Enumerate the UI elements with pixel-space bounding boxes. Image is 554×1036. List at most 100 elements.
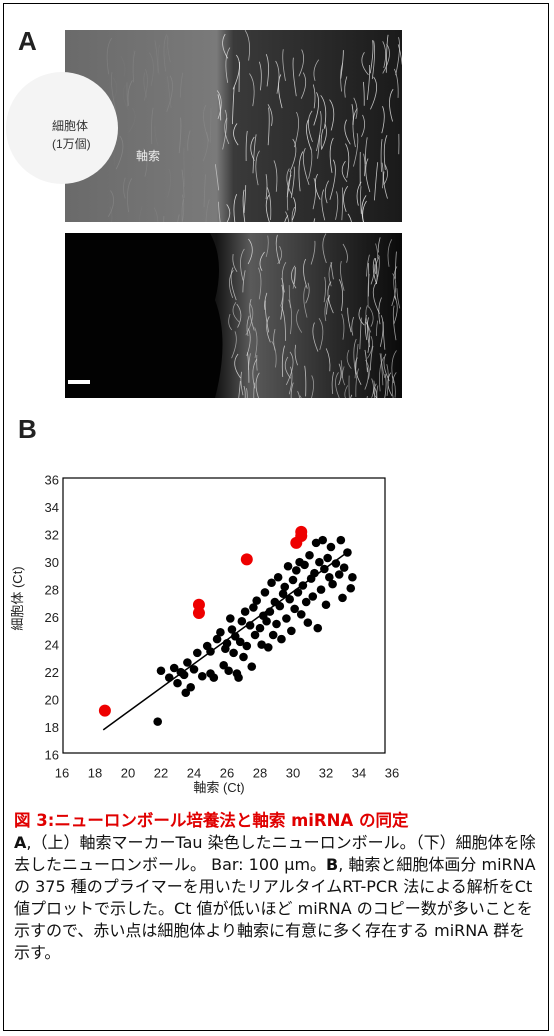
caption-body: A,（上）軸索マーカーTau 染色したニューロンボール。（下）細胞体を除去したニ… (14, 832, 538, 964)
x-tick-label: 36 (385, 765, 399, 780)
fiber (181, 199, 184, 222)
fiber (307, 110, 313, 143)
fiber (376, 320, 379, 336)
fiber (324, 297, 329, 322)
fiber (291, 206, 296, 222)
point (336, 535, 346, 545)
fiber (273, 160, 278, 192)
point (181, 688, 191, 698)
fiber (335, 191, 339, 220)
fiber (376, 385, 379, 398)
point (338, 593, 347, 603)
fiber (381, 106, 385, 134)
fiber (329, 99, 335, 131)
fiber (372, 258, 377, 285)
fiber (391, 372, 397, 398)
fiber (385, 34, 389, 73)
point (230, 632, 240, 641)
x-tick-label: 18 (88, 765, 102, 780)
fiber (284, 356, 292, 379)
fiber (341, 160, 348, 182)
point (288, 575, 298, 585)
fiber (166, 35, 171, 63)
fiber (312, 84, 316, 109)
point (222, 638, 232, 648)
fiber (252, 358, 258, 389)
fiber (341, 313, 345, 340)
fiber (393, 266, 398, 301)
fiber (321, 123, 327, 149)
fiber (361, 52, 369, 76)
fiber (177, 214, 180, 222)
fiber (245, 130, 248, 161)
caption-text: B (326, 855, 339, 874)
fiber (164, 36, 169, 60)
fiber (275, 234, 280, 264)
fiber (302, 148, 310, 186)
fiber (138, 206, 143, 222)
fiber (264, 292, 268, 310)
fiber (288, 366, 293, 395)
point (193, 648, 202, 658)
point (296, 610, 306, 619)
y-tick-label: 16 (45, 747, 59, 762)
fiber (265, 174, 268, 200)
fiber (266, 187, 272, 220)
fiber (369, 345, 374, 371)
fiber (316, 111, 322, 152)
fiber (341, 187, 344, 221)
point (300, 560, 309, 570)
fiber (344, 385, 349, 398)
fiber (246, 315, 250, 337)
point (303, 618, 313, 627)
point (321, 600, 331, 610)
point (183, 658, 192, 667)
point (229, 648, 238, 658)
fiber (317, 134, 321, 159)
point (328, 579, 337, 589)
fiber (128, 107, 136, 133)
fiber (111, 77, 118, 103)
point (192, 598, 205, 611)
point (153, 717, 162, 726)
fiber (312, 322, 319, 352)
fiber (340, 62, 344, 92)
x-tick-label: 32 (319, 765, 333, 780)
fiber (396, 288, 401, 309)
image-label: 軸索 (136, 149, 160, 163)
point (272, 619, 281, 629)
point (179, 670, 189, 680)
point (197, 671, 207, 681)
fiber (236, 303, 242, 328)
fiber (320, 128, 324, 150)
fiber (294, 344, 298, 366)
fiber (238, 381, 241, 398)
x-axis-label: 軸索 (Ct) (193, 780, 244, 795)
fiber (364, 367, 369, 390)
fiber (364, 349, 368, 373)
fiber (278, 74, 283, 109)
point (250, 630, 260, 640)
point (219, 660, 228, 670)
fiber (217, 94, 222, 121)
fiber (344, 76, 348, 98)
fiber (142, 148, 148, 177)
fiber (187, 130, 191, 151)
point (311, 538, 321, 548)
fiber (203, 174, 206, 208)
point (245, 621, 255, 630)
fiber (289, 138, 297, 173)
panel-label: B (18, 414, 37, 444)
fiber (222, 109, 228, 150)
fiber (264, 300, 270, 333)
fiber (240, 248, 245, 281)
fiber (340, 50, 344, 79)
x-tick-label: 26 (220, 765, 234, 780)
point (240, 553, 253, 566)
fiber (243, 185, 247, 213)
fiber (298, 49, 305, 77)
fiber (143, 68, 148, 101)
fiber (267, 104, 273, 126)
fiber (255, 150, 260, 186)
